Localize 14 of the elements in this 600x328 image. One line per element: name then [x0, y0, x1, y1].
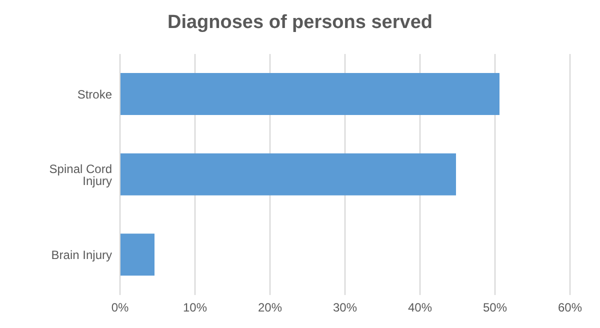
x-tick-label: 10% [182, 300, 208, 315]
bar [120, 153, 456, 196]
x-tick-label: 40% [408, 300, 432, 315]
x-tick-label: 50% [482, 300, 508, 315]
x-tick-label: 60% [558, 300, 582, 315]
bar [120, 73, 500, 115]
chart-title: Diagnoses of persons served [166, 12, 434, 34]
y-tick-label: Spinal Cord Injury [49, 162, 112, 188]
y-tick-label: Stroke [77, 87, 112, 102]
y-tick-label: Brain Injury [51, 248, 112, 262]
x-tick-label: 30% [332, 300, 358, 315]
x-tick-label: 0% [111, 300, 129, 315]
bar [120, 234, 154, 276]
x-tick-label: 20% [258, 300, 282, 315]
